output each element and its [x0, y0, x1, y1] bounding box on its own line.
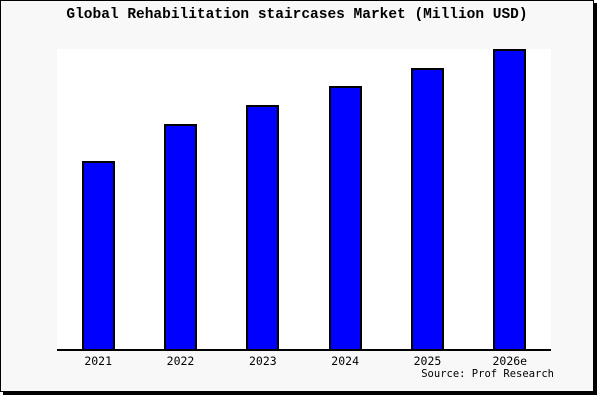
x-axis-labels: 2021 2022 2023 2024 2025 2026e — [57, 354, 551, 368]
bar-2022 — [163, 124, 197, 349]
bar-band — [139, 49, 221, 349]
bar-2021 — [81, 161, 115, 349]
x-tick-label: 2023 — [248, 354, 277, 368]
chart-title: Global Rehabilitation staircases Market … — [66, 7, 528, 23]
x-tick-label: 2024 — [331, 354, 359, 368]
source-credit: Source: Prof Research — [421, 368, 554, 380]
bar-band — [469, 49, 551, 349]
bar-2024 — [328, 86, 362, 349]
plot-area — [57, 49, 551, 351]
x-tick-label: 2025 — [413, 354, 442, 368]
bar-band — [222, 49, 304, 349]
bar-2025 — [410, 68, 444, 349]
x-tick-label: 2021 — [84, 354, 113, 368]
bar-band — [57, 49, 139, 349]
x-tick-label: 2026e — [492, 354, 528, 368]
bar-2023 — [246, 105, 280, 349]
bars — [57, 49, 551, 349]
bar-2026e — [493, 49, 527, 349]
bar-band — [386, 49, 468, 349]
bar-band — [304, 49, 386, 349]
x-tick-label: 2022 — [166, 354, 195, 368]
